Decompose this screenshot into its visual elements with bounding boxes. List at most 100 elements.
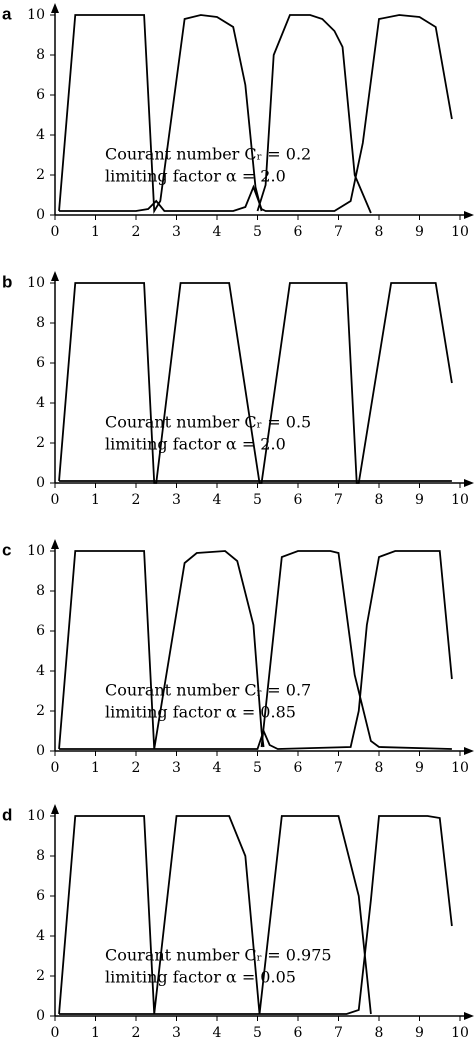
x-tick-label: 3 bbox=[172, 1025, 181, 1039]
x-tick-label: 3 bbox=[172, 492, 181, 508]
x-tick-label: 7 bbox=[334, 224, 343, 240]
x-tick-label: 8 bbox=[375, 492, 384, 508]
x-tick-label: 5 bbox=[253, 492, 262, 508]
x-tick-label: 3 bbox=[172, 224, 181, 240]
x-axis-arrow bbox=[464, 1012, 474, 1020]
x-tick-label: 3 bbox=[172, 760, 181, 776]
y-tick-label: 10 bbox=[27, 7, 45, 23]
x-tick-label: 1 bbox=[91, 760, 100, 776]
y-tick-label: 8 bbox=[36, 47, 45, 63]
annotation: limiting factor α = 0.05 bbox=[105, 968, 296, 987]
y-tick-label: 2 bbox=[36, 703, 45, 719]
x-tick-label: 8 bbox=[375, 1025, 384, 1039]
annotation: Courant number Cᵣ = 0.7 bbox=[105, 681, 311, 700]
x-tick-label: 9 bbox=[415, 760, 424, 776]
x-tick-label: 1 bbox=[91, 1025, 100, 1039]
x-tick-label: 10 bbox=[451, 1025, 469, 1039]
x-tick-label: 2 bbox=[132, 492, 141, 508]
panel-label: c bbox=[2, 540, 11, 559]
x-tick-label: 5 bbox=[253, 1025, 262, 1039]
y-tick-label: 8 bbox=[36, 583, 45, 599]
x-axis-arrow bbox=[464, 211, 474, 219]
x-tick-label: 7 bbox=[334, 492, 343, 508]
x-tick-label: 9 bbox=[415, 492, 424, 508]
annotation: limiting factor α = 2.0 bbox=[105, 435, 286, 454]
y-tick-label: 0 bbox=[36, 1008, 45, 1024]
x-tick-label: 10 bbox=[451, 224, 469, 240]
x-tick-label: 0 bbox=[51, 1025, 60, 1039]
y-tick-label: 2 bbox=[36, 968, 45, 984]
data-line bbox=[256, 14, 372, 214]
x-tick-label: 6 bbox=[294, 1025, 303, 1039]
x-tick-label: 8 bbox=[375, 224, 384, 240]
x-tick-label: 10 bbox=[451, 492, 469, 508]
y-tick-label: 2 bbox=[36, 435, 45, 451]
x-tick-label: 7 bbox=[334, 760, 343, 776]
panel-label: d bbox=[2, 805, 12, 824]
panel-label: a bbox=[2, 4, 12, 23]
x-tick-label: 4 bbox=[213, 492, 222, 508]
x-tick-label: 4 bbox=[213, 224, 222, 240]
x-tick-label: 1 bbox=[91, 224, 100, 240]
x-tick-label: 5 bbox=[253, 760, 262, 776]
x-tick-label: 4 bbox=[213, 1025, 222, 1039]
x-tick-label: 10 bbox=[451, 760, 469, 776]
x-tick-label: 4 bbox=[213, 760, 222, 776]
y-tick-label: 6 bbox=[36, 888, 45, 904]
x-tick-label: 6 bbox=[294, 492, 303, 508]
y-tick-label: 10 bbox=[27, 808, 45, 824]
x-tick-label: 6 bbox=[294, 760, 303, 776]
y-axis-arrow bbox=[51, 271, 59, 281]
y-axis-arrow bbox=[51, 539, 59, 549]
x-tick-label: 2 bbox=[132, 760, 141, 776]
y-tick-label: 10 bbox=[27, 275, 45, 291]
data-line bbox=[59, 550, 453, 750]
panel: c 0 1 2 3 4 5 6 7 8 9 10 0 2 4 6 8 10 Courant number Cᵣ = … bbox=[2, 539, 474, 776]
y-tick-label: 10 bbox=[27, 543, 45, 559]
data-line bbox=[58, 550, 265, 750]
x-tick-label: 8 bbox=[375, 760, 384, 776]
y-tick-label: 2 bbox=[36, 167, 45, 183]
y-tick-label: 8 bbox=[36, 848, 45, 864]
y-tick-label: 0 bbox=[36, 207, 45, 223]
panel: d 0 1 2 3 4 5 6 7 8 9 10 0 2 4 6 8 10 Courant number Cᵣ = … bbox=[2, 804, 474, 1039]
y-tick-label: 6 bbox=[36, 623, 45, 639]
y-tick-label: 0 bbox=[36, 475, 45, 491]
panel-label: b bbox=[2, 272, 12, 291]
x-tick-label: 9 bbox=[415, 224, 424, 240]
y-tick-label: 4 bbox=[36, 127, 45, 143]
data-line bbox=[59, 815, 453, 1015]
annotation: limiting factor α = 0.85 bbox=[105, 703, 296, 722]
x-tick-label: 1 bbox=[91, 492, 100, 508]
x-tick-label: 0 bbox=[51, 492, 60, 508]
data-line bbox=[260, 550, 452, 750]
annotation: Courant number Cᵣ = 0.975 bbox=[105, 946, 332, 965]
y-tick-label: 4 bbox=[36, 928, 45, 944]
y-tick-label: 6 bbox=[36, 87, 45, 103]
data-line bbox=[58, 282, 453, 484]
x-axis-arrow bbox=[464, 747, 474, 755]
annotation: Courant number Cᵣ = 0.5 bbox=[105, 413, 311, 432]
annotation: Courant number Cᵣ = 0.2 bbox=[105, 145, 311, 164]
x-axis-arrow bbox=[464, 479, 474, 487]
data-line bbox=[58, 14, 263, 214]
x-tick-label: 7 bbox=[334, 1025, 343, 1039]
panel: b 0 1 2 3 4 5 6 7 8 9 10 0 2 4 6 8 10 Courant number Cᵣ = … bbox=[2, 271, 474, 508]
x-tick-label: 0 bbox=[51, 224, 60, 240]
x-tick-label: 2 bbox=[132, 224, 141, 240]
y-tick-label: 0 bbox=[36, 743, 45, 759]
x-tick-label: 6 bbox=[294, 224, 303, 240]
x-tick-label: 0 bbox=[51, 760, 60, 776]
y-tick-label: 8 bbox=[36, 315, 45, 331]
y-axis-arrow bbox=[51, 3, 59, 13]
y-tick-label: 4 bbox=[36, 663, 45, 679]
annotation: limiting factor α = 2.0 bbox=[105, 167, 286, 186]
panel: a 0 1 2 3 4 5 6 7 8 9 10 0 2 4 6 8 10 Courant number Cᵣ = … bbox=[2, 3, 474, 240]
x-tick-label: 5 bbox=[253, 224, 262, 240]
data-line bbox=[59, 14, 453, 212]
data-line bbox=[58, 815, 372, 1015]
y-tick-label: 6 bbox=[36, 355, 45, 371]
y-axis-arrow bbox=[51, 804, 59, 814]
